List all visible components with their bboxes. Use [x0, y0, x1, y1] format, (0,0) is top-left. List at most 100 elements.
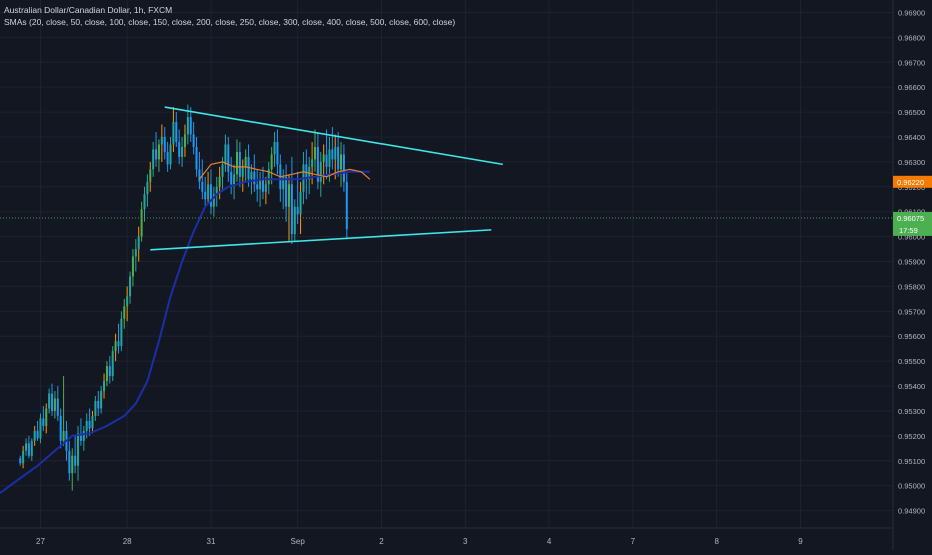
candle-body: [51, 393, 54, 411]
candle-body: [126, 296, 129, 307]
candle-body: [299, 191, 302, 215]
candle-body: [195, 146, 198, 170]
price-tick-label: 0.95200: [898, 432, 925, 441]
price-tick-label: 0.95300: [898, 407, 925, 416]
candle-body: [293, 206, 296, 235]
price-tick-label: 0.95600: [898, 332, 925, 341]
candle-body: [97, 400, 100, 409]
symbol-title[interactable]: Australian Dollar/Canadian Dollar, 1h, F…: [4, 5, 173, 15]
candle-body: [192, 134, 195, 147]
candle-body: [82, 430, 85, 441]
candle-body: [209, 184, 212, 207]
price-tick-label: 0.95800: [898, 282, 925, 291]
candle-body: [71, 455, 74, 474]
candle-body: [56, 398, 59, 416]
indicator-legend[interactable]: SMAs (20, close, 50, close, 100, close, …: [4, 17, 456, 27]
candle-body: [120, 318, 123, 347]
countdown-label: 17:59: [899, 226, 918, 235]
candle-body: [290, 184, 293, 235]
candle-body: [322, 154, 325, 162]
time-tick-label: 2: [379, 537, 384, 546]
candle-body: [103, 381, 106, 392]
price-tick-label: 0.96500: [898, 108, 925, 117]
price-tick-label: 0.94900: [898, 507, 925, 516]
moving-averages: [0, 161, 371, 494]
price-tick-label: 0.95700: [898, 307, 925, 316]
price-tick-label: 0.95900: [898, 258, 925, 267]
sma-slow-line: [0, 170, 370, 494]
time-tick-label: 9: [798, 537, 803, 546]
price-axis[interactable]: 0.96900 0.96800 0.96700 0.96600 0.96500 0.964…: [898, 8, 925, 515]
candle-body: [230, 171, 233, 185]
candle-body: [146, 181, 149, 195]
candle-body: [157, 144, 160, 160]
candle-body: [149, 169, 152, 182]
candle-body: [218, 176, 221, 187]
candle-body: [340, 154, 343, 170]
candle-body: [313, 146, 317, 160]
candle-body: [79, 433, 82, 441]
time-tick-label: 7: [631, 537, 636, 546]
candle-body: [166, 151, 169, 165]
candle-body: [45, 408, 48, 426]
price-tick-label: 0.96900: [898, 8, 925, 17]
candle-body: [296, 206, 299, 215]
candle-body: [186, 117, 189, 135]
candle-body: [68, 450, 71, 474]
price-tick-label: 0.95000: [898, 482, 925, 491]
candle-body: [143, 194, 146, 210]
time-tick-label: 8: [714, 537, 719, 546]
trendlines[interactable]: [0, 106, 893, 251]
candle-body: [259, 179, 262, 190]
candle-body: [111, 351, 114, 377]
candle-body: [215, 186, 218, 195]
time-tick-label: 31: [207, 537, 216, 546]
time-axis[interactable]: 27 28 31 Sep 2 3 4 7 8 9: [36, 537, 803, 546]
candle-body: [36, 430, 39, 439]
candle-body: [287, 184, 291, 207]
candle-body: [163, 136, 166, 152]
chart-legend: Australian Dollar/Canadian Dollar, 1h, F…: [4, 4, 455, 28]
time-tick-label: 27: [36, 537, 45, 546]
sma-fast-line: [198, 161, 371, 180]
current-price-label: 0.96075: [897, 214, 924, 223]
current-price-tag: [893, 211, 932, 236]
price-tick-label: 0.96000: [898, 233, 925, 242]
support-trendline: [150, 229, 492, 251]
candle-body: [201, 181, 204, 192]
candle-body: [33, 430, 36, 441]
time-tick-label: Sep: [291, 537, 306, 546]
candle-body: [117, 341, 120, 347]
candle-body: [250, 171, 253, 180]
candle-body: [325, 154, 328, 167]
price-tick-label: 0.96800: [898, 33, 925, 42]
candle-body: [181, 146, 184, 157]
candle-body: [282, 176, 285, 190]
candle-body: [331, 149, 334, 160]
price-tick-label: 0.96300: [898, 158, 925, 167]
candle-body: [178, 141, 181, 157]
candle-body: [19, 458, 22, 464]
price-tick-label: 0.96400: [898, 133, 925, 142]
candle-body: [134, 249, 137, 257]
candle-body: [235, 151, 238, 175]
candle-body: [114, 341, 117, 352]
candle-body: [207, 184, 210, 200]
candle-body: [152, 149, 155, 170]
candle-body: [264, 184, 267, 192]
candle-body: [74, 455, 77, 466]
candle-body: [244, 156, 247, 167]
candle-body: [276, 141, 279, 165]
candle-body: [22, 450, 25, 464]
candle-body: [204, 191, 207, 200]
candle-body: [172, 122, 175, 145]
candle-body: [212, 194, 215, 207]
candle-body: [285, 176, 288, 207]
candle-body: [24, 443, 28, 451]
candle-body: [233, 174, 236, 185]
price-tags: 0.96220 0.96075 17:59: [893, 175, 932, 236]
candle-body: [59, 415, 62, 441]
candle-body: [175, 122, 178, 142]
